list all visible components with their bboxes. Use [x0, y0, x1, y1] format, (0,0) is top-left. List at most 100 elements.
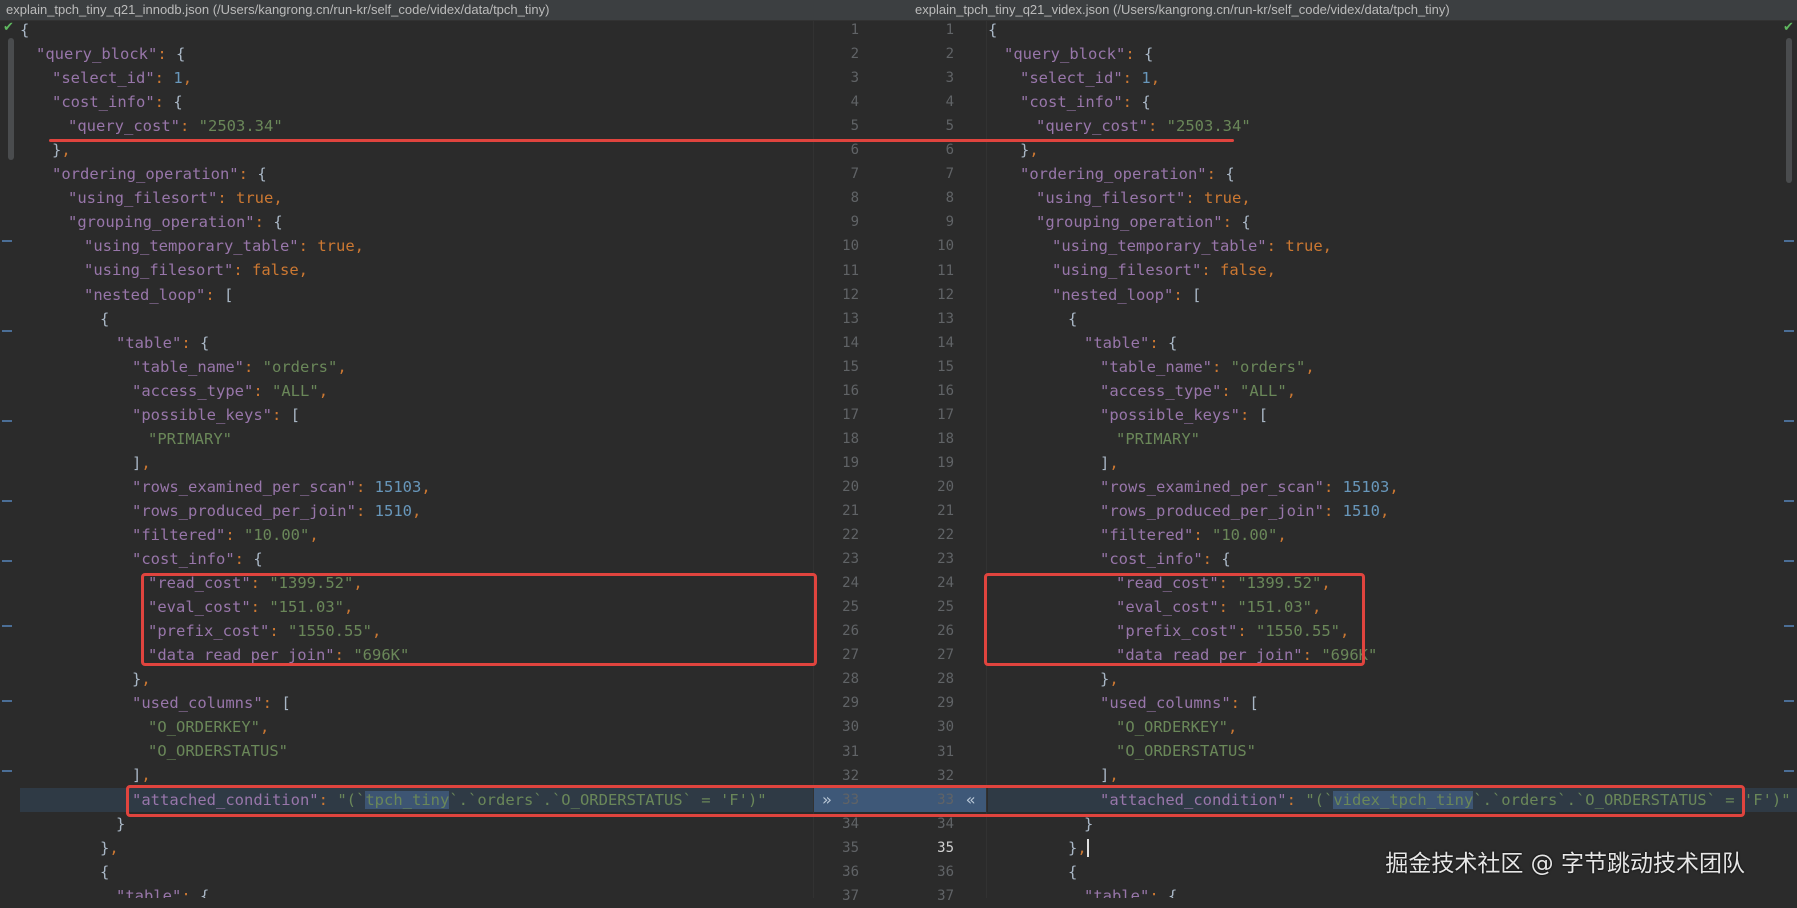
- code-line[interactable]: "query_block": {: [988, 42, 1797, 66]
- code-line[interactable]: "rows_examined_per_scan": 15103,: [988, 475, 1797, 499]
- right-line-number: 10: [937, 238, 954, 255]
- code-line[interactable]: "using_filesort": false,: [988, 258, 1797, 282]
- code-line[interactable]: "O_ORDERKEY",: [988, 715, 1797, 739]
- code-line[interactable]: "table": {: [988, 884, 1797, 898]
- code-line[interactable]: "grouping_operation": {: [20, 210, 813, 234]
- code-line[interactable]: "possible_keys": [: [20, 403, 813, 427]
- left-change-marker[interactable]: [2, 240, 12, 242]
- code-line[interactable]: "eval_cost": "151.03",: [988, 595, 1797, 619]
- code-line[interactable]: "rows_produced_per_join": 1510,: [20, 499, 813, 523]
- code-line[interactable]: "rows_produced_per_join": 1510,: [988, 499, 1797, 523]
- code-line[interactable]: "table": {: [20, 884, 813, 898]
- code-line[interactable]: },: [988, 138, 1797, 162]
- right-change-marker[interactable]: [1784, 500, 1794, 502]
- right-change-marker[interactable]: [1784, 420, 1794, 422]
- code-line[interactable]: "query_cost": "2503.34": [988, 114, 1797, 138]
- code-line[interactable]: "PRIMARY": [20, 427, 813, 451]
- left-change-marker[interactable]: [2, 500, 12, 502]
- code-line[interactable]: "attached_condition": "(`tpch_tiny`.`ord…: [20, 787, 813, 812]
- code-line[interactable]: {: [988, 307, 1797, 331]
- code-line[interactable]: },: [20, 836, 813, 860]
- code-line[interactable]: ],: [20, 451, 813, 475]
- code-line[interactable]: },: [20, 667, 813, 691]
- code-line[interactable]: "read_cost": "1399.52",: [988, 571, 1797, 595]
- code-line[interactable]: {: [20, 307, 813, 331]
- code-line[interactable]: ],: [988, 451, 1797, 475]
- code-line[interactable]: "O_ORDERSTATUS": [20, 739, 813, 763]
- code-line[interactable]: "table": {: [988, 331, 1797, 355]
- double-chevron-right-icon[interactable]: »: [822, 789, 832, 809]
- left-change-marker[interactable]: [2, 625, 12, 627]
- bracket: [: [1258, 405, 1269, 424]
- left-change-marker[interactable]: [2, 560, 12, 562]
- code-line[interactable]: "using_filesort": true,: [988, 186, 1797, 210]
- right-change-marker[interactable]: [1784, 560, 1794, 562]
- code-line[interactable]: "using_temporary_table": true,: [988, 234, 1797, 258]
- code-line[interactable]: "used_columns": [: [20, 691, 813, 715]
- code-line[interactable]: "attached_condition": "(`videx_tpch_tiny…: [988, 787, 1797, 812]
- code-line[interactable]: {: [20, 20, 813, 42]
- code-line[interactable]: },: [20, 138, 813, 162]
- code-line[interactable]: "table_name": "orders",: [988, 355, 1797, 379]
- code-line[interactable]: "eval_cost": "151.03",: [20, 595, 813, 619]
- code-line[interactable]: "using_filesort": false,: [20, 258, 813, 282]
- code-line[interactable]: "cost_info": {: [988, 547, 1797, 571]
- code-line[interactable]: "table": {: [20, 331, 813, 355]
- code-line[interactable]: {: [20, 860, 813, 884]
- code-line[interactable]: "data_read_per_join": "696K": [20, 643, 813, 667]
- code-line[interactable]: "prefix_cost": "1550.55",: [988, 619, 1797, 643]
- json-key: "cost_info": [132, 550, 235, 569]
- left-scrollbar[interactable]: [8, 38, 14, 160]
- code-line[interactable]: "PRIMARY": [988, 427, 1797, 451]
- code-line[interactable]: "cost_info": {: [988, 90, 1797, 114]
- right-scrollbar[interactable]: [1786, 38, 1792, 183]
- code-line[interactable]: }: [20, 812, 813, 836]
- left-change-marker[interactable]: [2, 770, 12, 772]
- code-line[interactable]: "prefix_cost": "1550.55",: [20, 619, 813, 643]
- code-line[interactable]: {: [988, 860, 1797, 884]
- code-line[interactable]: "query_cost": "2503.34": [20, 114, 813, 138]
- code-line[interactable]: ],: [20, 763, 813, 787]
- left-change-marker[interactable]: [2, 420, 12, 422]
- code-line[interactable]: "O_ORDERSTATUS": [988, 739, 1797, 763]
- code-line[interactable]: "used_columns": [: [988, 691, 1797, 715]
- code-line[interactable]: "cost_info": {: [20, 90, 813, 114]
- code-line[interactable]: "read_cost": "1399.52",: [20, 571, 813, 595]
- left-change-marker[interactable]: [2, 700, 12, 702]
- left-change-marker[interactable]: [2, 330, 12, 332]
- code-line[interactable]: "access_type": "ALL",: [20, 379, 813, 403]
- code-line[interactable]: "nested_loop": [: [20, 283, 813, 307]
- left-editor-pane[interactable]: {"query_block": {"select_id": 1, "cost_in…: [0, 20, 813, 898]
- code-line[interactable]: "O_ORDERKEY",: [20, 715, 813, 739]
- right-change-marker[interactable]: [1784, 625, 1794, 627]
- double-chevron-left-icon[interactable]: «: [966, 789, 976, 809]
- code-line[interactable]: },: [988, 667, 1797, 691]
- right-change-marker[interactable]: [1784, 330, 1794, 332]
- left-line-number: 26: [842, 623, 859, 640]
- code-line[interactable]: "possible_keys": [: [988, 403, 1797, 427]
- code-line[interactable]: },: [988, 836, 1797, 860]
- code-line[interactable]: "filtered": "10.00",: [20, 523, 813, 547]
- code-line[interactable]: "cost_info": {: [20, 547, 813, 571]
- right-change-marker[interactable]: [1784, 700, 1794, 702]
- code-line[interactable]: "using_temporary_table": true,: [20, 234, 813, 258]
- right-change-marker[interactable]: [1784, 770, 1794, 772]
- code-line[interactable]: "select_id": 1,: [20, 66, 813, 90]
- right-editor-pane[interactable]: {"query_block": {"select_id": 1, "cost_in…: [986, 20, 1797, 898]
- code-line[interactable]: "query_block": {: [20, 42, 813, 66]
- code-line[interactable]: "ordering_operation": {: [988, 162, 1797, 186]
- code-line[interactable]: {: [988, 20, 1797, 42]
- right-change-marker[interactable]: [1784, 240, 1794, 242]
- code-line[interactable]: "nested_loop": [: [988, 283, 1797, 307]
- code-line[interactable]: "table_name": "orders",: [20, 355, 813, 379]
- code-line[interactable]: "access_type": "ALL",: [988, 379, 1797, 403]
- code-line[interactable]: "select_id": 1,: [988, 66, 1797, 90]
- code-line[interactable]: }: [988, 812, 1797, 836]
- code-line[interactable]: "rows_examined_per_scan": 15103,: [20, 475, 813, 499]
- code-line[interactable]: "filtered": "10.00",: [988, 523, 1797, 547]
- code-line[interactable]: "grouping_operation": {: [988, 210, 1797, 234]
- code-line[interactable]: ],: [988, 763, 1797, 787]
- code-line[interactable]: "ordering_operation": {: [20, 162, 813, 186]
- code-line[interactable]: "using_filesort": true,: [20, 186, 813, 210]
- json-key: "table_name": [132, 357, 244, 376]
